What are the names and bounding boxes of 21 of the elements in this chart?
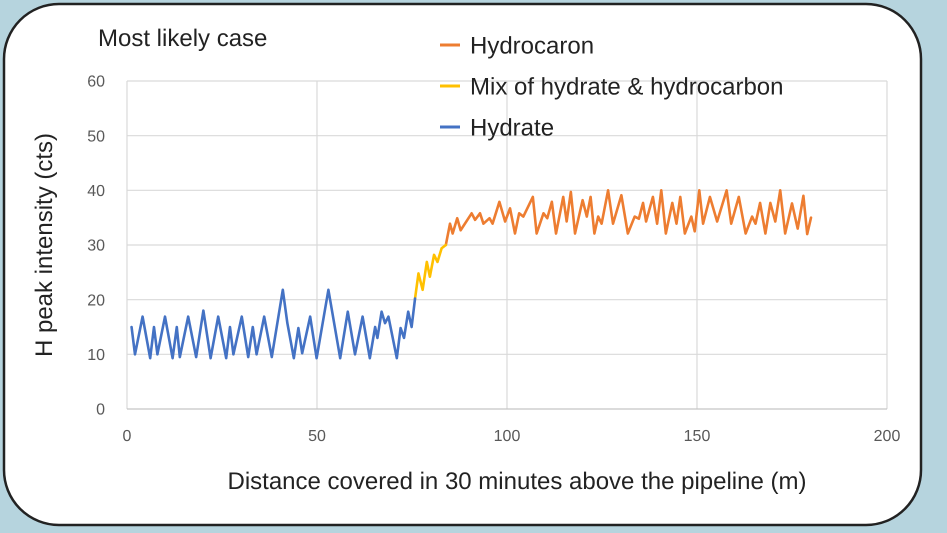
legend-label: Hydrate — [470, 114, 554, 142]
y-tick-label: 30 — [87, 238, 106, 255]
x-tick-label: 100 — [494, 428, 520, 445]
x-tick-label: 200 — [874, 428, 900, 445]
legend-label: Mix of hydrate & hydrocarbon — [470, 73, 784, 100]
x-tick-label: 0 — [122, 428, 132, 445]
chart-title: Most likely case — [98, 25, 268, 52]
y-tick-label: 0 — [96, 402, 106, 419]
x-tick-label: 50 — [308, 428, 326, 445]
legend-label: Hydrocaron — [470, 32, 594, 60]
line-series — [414, 244, 448, 300]
y-axis-title: H peak intensity (cts) — [31, 132, 58, 358]
y-tick-label: 40 — [87, 182, 106, 200]
y-tick-label: 10 — [87, 346, 106, 364]
y-tick-label: 60 — [87, 74, 106, 91]
x-axis-title: Distance covered in 30 minutes above the pipeline (m) — [228, 468, 806, 495]
line-series — [444, 189, 812, 246]
y-tick-label: 50 — [87, 128, 106, 146]
y-tick-label: 20 — [87, 292, 106, 310]
x-tick-label: 150 — [684, 428, 710, 445]
line-series — [130, 288, 416, 360]
